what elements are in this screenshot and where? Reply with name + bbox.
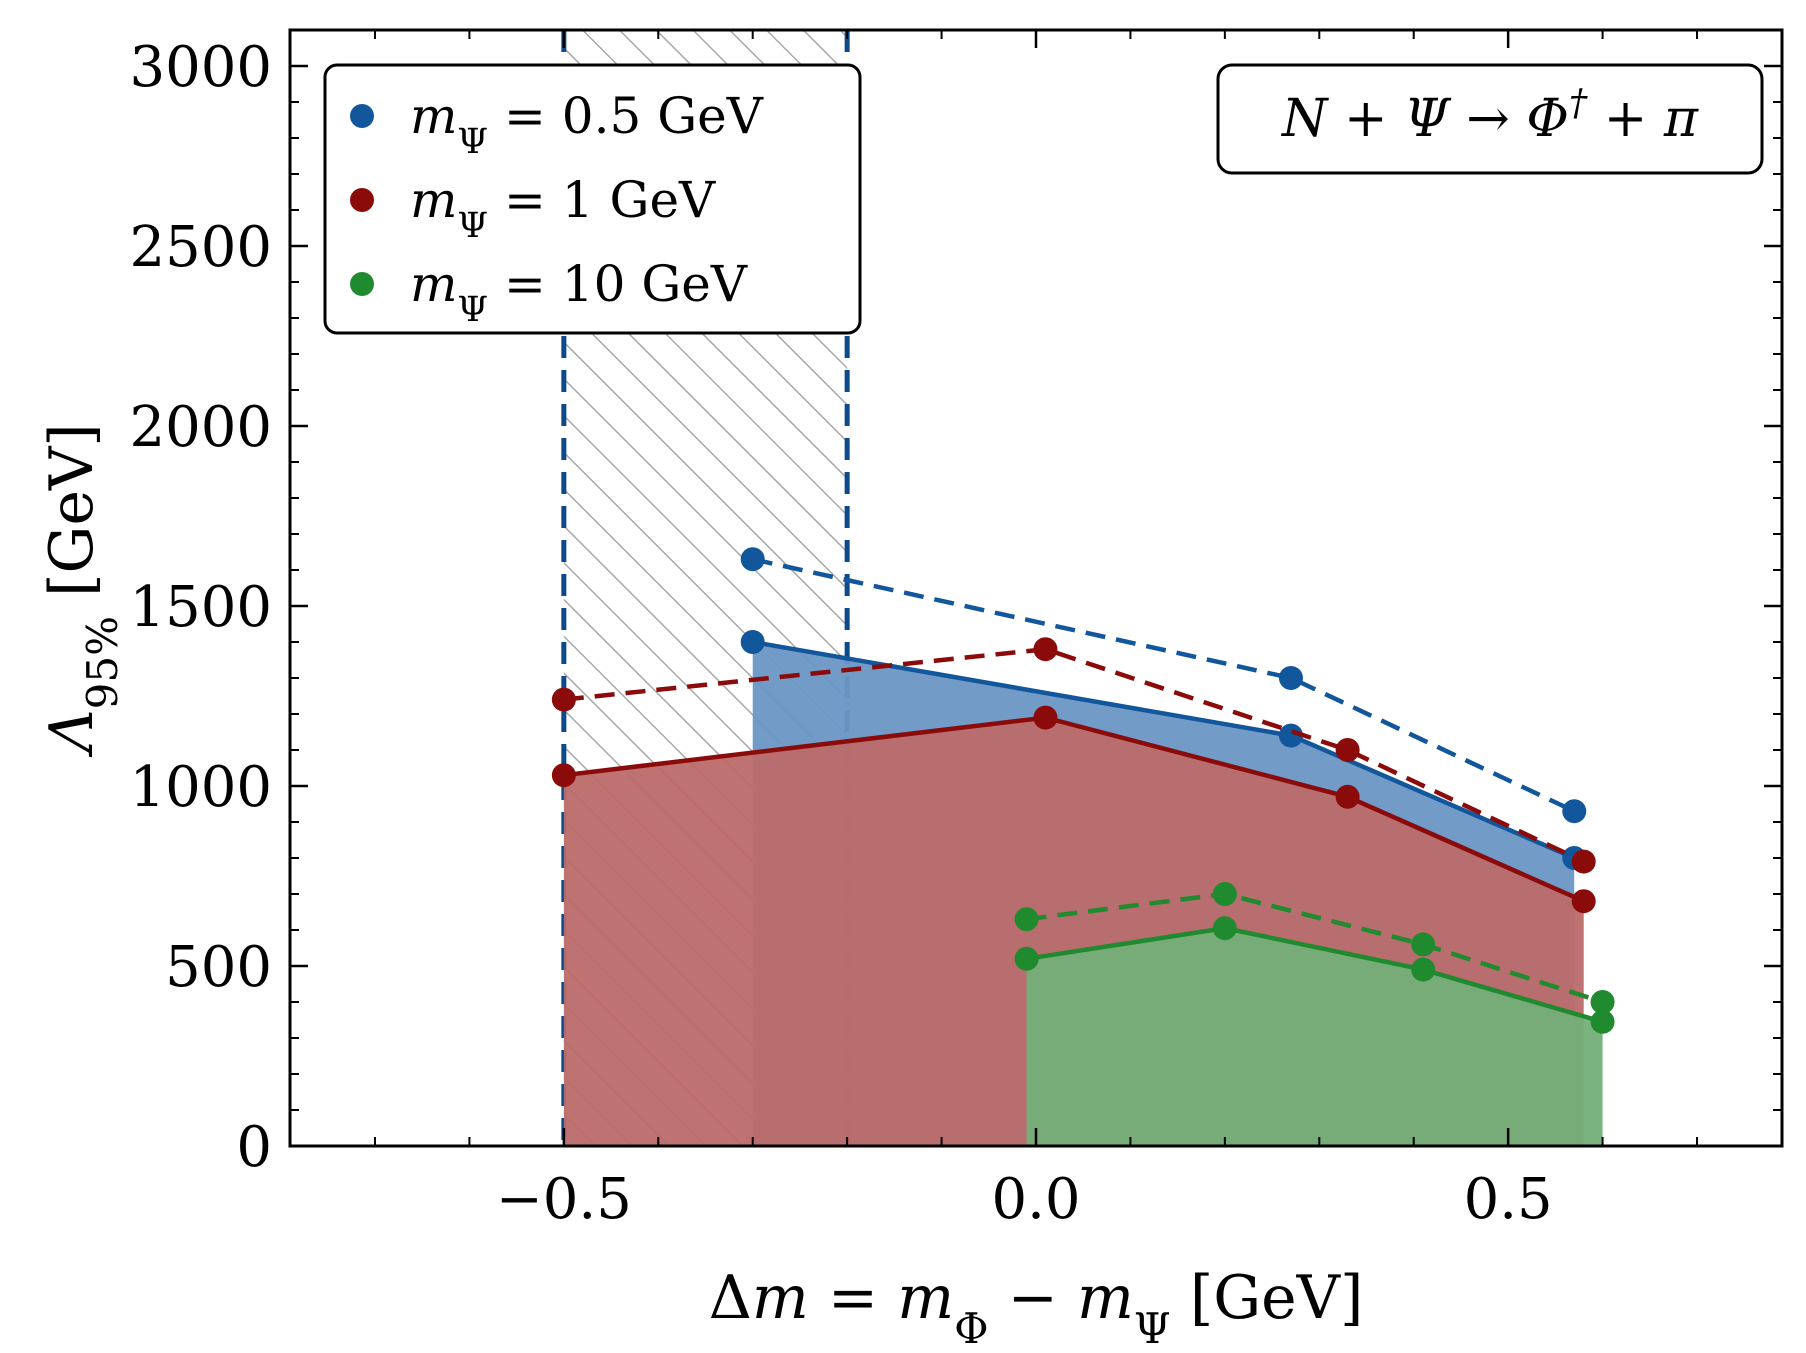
series-0-dashed-point-1 — [1278, 666, 1303, 690]
legend-label-0: mΨ = 0.5 GeV — [410, 87, 764, 162]
series-2-solid-point-1 — [1212, 916, 1237, 941]
y-axis-label-group: Λ95% [GeV] — [37, 423, 127, 757]
series-1-dashed-line — [563, 646, 1585, 864]
series-1-dashed-point-1 — [1033, 637, 1058, 662]
series-1-solid-line — [563, 715, 1585, 904]
y-tick-label: 3000 — [129, 35, 272, 100]
y-tick-label: 0 — [236, 1115, 272, 1180]
series-1-dashed-point-2 — [1335, 738, 1360, 762]
series-2-solid-point-0 — [1014, 946, 1039, 971]
series-0-solid-point-1 — [1278, 723, 1303, 748]
series-0-dashed-point-2 — [1562, 799, 1587, 824]
series-1-solid-point-3 — [1571, 889, 1596, 914]
series-2-dashed-point-0 — [1014, 907, 1039, 932]
legend-marker-1 — [350, 188, 374, 212]
x-tick-label: 0.0 — [991, 1167, 1080, 1232]
y-tick-label: 2500 — [129, 215, 272, 280]
series-2-dashed-line — [1026, 891, 1604, 1005]
series-2-fill — [1026, 928, 1603, 1146]
series-1-dashed-point-3 — [1571, 849, 1596, 874]
y-tick-label: 500 — [165, 935, 272, 1000]
series-1-solid-point-1 — [1033, 705, 1058, 730]
legend-marker-2 — [350, 272, 374, 296]
series-0-dashed-line — [752, 557, 1576, 814]
series-2-dashed-point-3 — [1590, 990, 1615, 1014]
series-2-dashed-point-2 — [1411, 932, 1436, 957]
annotation-box — [1216, 63, 1764, 175]
x-axis-label: Δm = mΦ − mΨ [GeV] — [709, 1263, 1364, 1353]
reaction-annotation: N + Ψ → Φ† + π — [1216, 63, 1764, 175]
legend-label-2: mΨ = 10 GeV — [410, 255, 748, 330]
x-tick-label: 0.5 — [1464, 1167, 1553, 1232]
series-0-solid-point-0 — [740, 630, 765, 654]
series-1-solid-point-0 — [551, 763, 576, 788]
x-tick-label: −0.5 — [496, 1167, 632, 1232]
y-tick-label: 1500 — [129, 575, 272, 640]
legend: mΨ = 0.5 GeV mΨ = 1 GeV mΨ = 10 GeV — [323, 63, 862, 335]
series-0-dashed-point-0 — [740, 547, 765, 572]
series-2-solid-line — [1026, 925, 1604, 1024]
legend-box — [323, 63, 862, 335]
series-2-solid-point-2 — [1411, 957, 1436, 982]
legend-marker-0 — [350, 104, 374, 128]
legend-label-1: mΨ = 1 GeV — [410, 171, 716, 246]
series-1-dashed-point-0 — [551, 687, 576, 712]
y-tick-label: 2000 — [129, 395, 272, 460]
series-1-solid-point-2 — [1335, 784, 1360, 809]
series-2-dashed-point-1 — [1212, 882, 1237, 906]
series-2-solid-point-3 — [1590, 1009, 1615, 1034]
y-tick-label: 1000 — [129, 755, 272, 820]
y-axis-label: Λ95% [GeV] — [37, 423, 127, 757]
annotation-text: N + Ψ → Φ† + π — [1280, 81, 1699, 150]
